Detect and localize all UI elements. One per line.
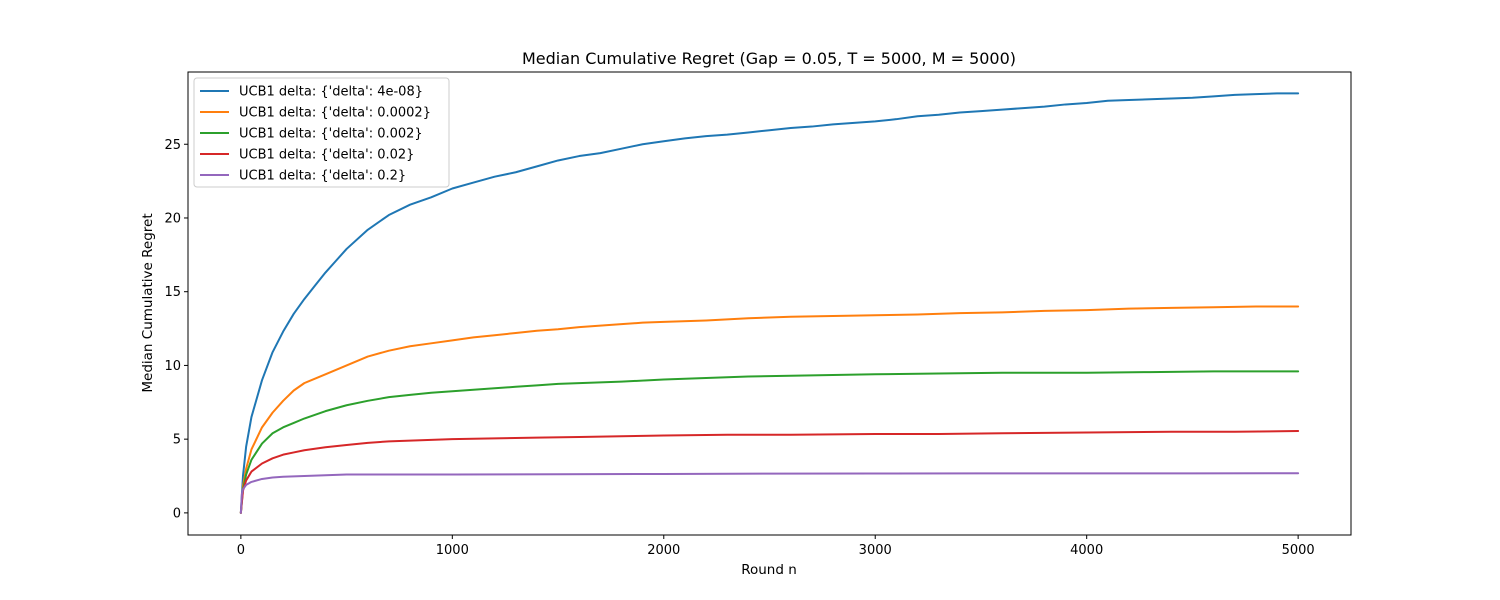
series-layer (239, 92, 1300, 514)
legend-label: UCB1 delta: {'delta': 0.02} (239, 148, 414, 163)
x-tick-label: 1000 (436, 543, 469, 558)
series-line-4 (239, 430, 1300, 514)
y-axis: 0 5 10 15 20 25 (164, 138, 188, 521)
chart-title: Median Cumulative Regret (Gap = 0.05, T … (522, 49, 1016, 68)
legend-label: UCB1 delta: {'delta': 0.002} (239, 127, 423, 142)
y-tick-label: 25 (164, 138, 181, 153)
x-tick-label: 5000 (1282, 543, 1315, 558)
legend-box (193, 77, 450, 188)
y-tick-label: 5 (173, 433, 181, 448)
legend: UCB1 delta: {'delta': 4e-08} UCB1 delta: … (193, 77, 450, 188)
legend-label: UCB1 delta: {'delta': 4e-08} (239, 85, 423, 100)
y-tick-label: 0 (173, 506, 181, 521)
legend-label: UCB1 delta: {'delta': 0.2} (239, 169, 406, 184)
x-axis-label: Round n (741, 562, 797, 578)
x-tick-label: 2000 (647, 543, 680, 558)
x-tick-label: 3000 (859, 543, 892, 558)
y-tick-label: 15 (164, 285, 181, 300)
series-line-3 (239, 370, 1300, 514)
x-axis: 0 1000 2000 3000 4000 5000 (237, 535, 1315, 558)
legend-label: UCB1 delta: {'delta': 0.0002} (239, 106, 431, 121)
series-line-5 (239, 472, 1300, 514)
y-axis-label: Median Cumulative Regret (140, 213, 156, 392)
series-line-1 (239, 92, 1300, 514)
plot-frame (187, 71, 1352, 536)
series-line-2 (239, 305, 1300, 514)
x-tick-label: 4000 (1070, 543, 1103, 558)
y-tick-label: 10 (164, 359, 181, 374)
y-tick-label: 20 (164, 211, 181, 226)
x-tick-label: 0 (237, 543, 245, 558)
